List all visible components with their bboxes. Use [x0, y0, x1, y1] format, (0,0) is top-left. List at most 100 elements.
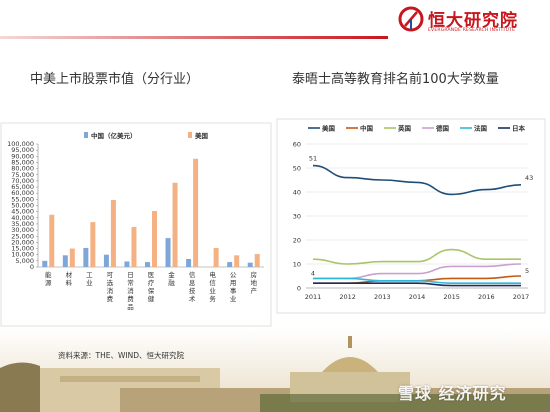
bar	[172, 182, 178, 267]
category-label: 产	[250, 286, 257, 295]
category-label: 消	[127, 286, 134, 295]
x-tick-label: 2016	[478, 293, 495, 301]
y-tick-label: 60,000	[11, 189, 34, 197]
brand-logo: 恒大研究院 EVERGRANDE RESEARCH INSTITUTE	[398, 4, 548, 40]
source-note: 资料来源：THE、WIND、恒大研究院	[58, 351, 184, 360]
x-tick-label: 2014	[409, 293, 426, 301]
legend-label: 中国（亿美元）	[91, 131, 137, 140]
category-label: 费	[127, 294, 134, 303]
legend-swatch	[84, 132, 88, 138]
chart-frame	[0, 122, 272, 327]
bar	[254, 254, 260, 267]
y-tick-label: 45,000	[11, 208, 34, 216]
category-label: 品	[127, 303, 134, 311]
category-label: 技	[189, 286, 196, 295]
legend-label: 法国	[474, 124, 488, 133]
category-label: 源	[45, 278, 52, 287]
bar	[90, 222, 96, 267]
category-label: 公	[230, 271, 237, 279]
category-label: 信	[189, 270, 196, 279]
y-tick-label: 60	[293, 141, 301, 149]
category-label: 地	[250, 278, 257, 287]
series-line	[313, 277, 521, 284]
category-label: 可	[107, 271, 114, 279]
bar	[145, 262, 150, 267]
bar	[103, 254, 109, 267]
y-tick-label: 80,000	[11, 165, 34, 173]
category-label: 材	[66, 270, 73, 279]
category-label: 疗	[148, 278, 155, 287]
university-ranking-line-chart: 0 10 20 30 40 50 60 2011 2012 2013 2014 2015 2016 201…	[276, 118, 546, 314]
bar	[234, 255, 240, 267]
y-tick-label: 40	[293, 189, 301, 197]
category-label: 业	[209, 286, 216, 295]
bar	[62, 255, 68, 267]
series-line	[312, 275, 522, 284]
category-label: 健	[148, 294, 155, 303]
category-label: 保	[148, 286, 155, 295]
y-tick-label: 75,000	[11, 171, 34, 179]
legend-label: 日本	[512, 124, 526, 133]
y-tick-label: 10	[293, 261, 301, 269]
y-tick-label: 100,000	[7, 140, 34, 148]
category-label: 电	[209, 270, 216, 279]
category-label: 事	[230, 286, 237, 295]
brand-name: 恒大研究院	[428, 11, 518, 31]
category-label: 能	[45, 270, 52, 279]
y-tick-label: 20	[293, 237, 301, 245]
x-tick-label: 2013	[374, 293, 391, 301]
data-label: 4	[311, 269, 315, 277]
left-chart-title: 中美上市股票市值（分行业）	[30, 72, 200, 87]
category-label: 料	[66, 278, 73, 287]
legend-label: 英国	[397, 124, 412, 133]
y-tick-label: 55,000	[11, 195, 34, 203]
series-line	[312, 248, 521, 265]
header-bar	[0, 36, 388, 39]
y-tick-label: 15,000	[11, 245, 34, 253]
bar	[49, 214, 55, 267]
bar	[193, 158, 199, 267]
bar	[69, 248, 75, 267]
bar	[131, 227, 137, 267]
brand-subtitle: EVERGRANDE RESEARCH INSTITUTE	[428, 28, 516, 33]
y-tick-label: 50	[293, 165, 301, 173]
bar	[152, 211, 157, 267]
series-line	[312, 164, 522, 196]
bar	[227, 262, 233, 267]
data-label: 43	[525, 174, 533, 182]
category-label: 工	[86, 271, 93, 279]
category-label: 信	[209, 278, 216, 287]
y-tick-label: 30	[293, 213, 301, 221]
evergrande-logo-icon	[398, 6, 424, 32]
data-label: 5	[525, 267, 529, 275]
legend-label: 中国	[360, 124, 374, 133]
y-tick-label: 90,000	[11, 152, 34, 160]
data-label: 51	[309, 155, 317, 163]
bar	[186, 259, 192, 267]
bar	[42, 260, 48, 267]
y-tick-label: 40,000	[11, 214, 34, 222]
y-tick-label: 50,000	[11, 202, 34, 210]
legend-label: 美国	[322, 124, 336, 133]
y-tick-label: 0	[30, 263, 34, 271]
watermark: 雪球 经济研究	[398, 384, 507, 403]
category-label: 医	[148, 271, 155, 279]
right-chart-title: 泰晤士高等教育排名前100大学数量	[292, 72, 499, 87]
category-label: 业	[230, 294, 237, 303]
chart-frame	[276, 118, 546, 314]
bar	[247, 262, 253, 267]
bar	[83, 247, 89, 267]
bar	[124, 261, 130, 267]
category-label: 术	[189, 294, 196, 303]
bar	[213, 247, 219, 267]
category-label: 日	[127, 271, 134, 279]
market-cap-bar-chart: 05,00010,00015,00020,00025,00030,00035,0…	[0, 122, 272, 327]
legend-swatch	[188, 132, 192, 138]
bar	[110, 199, 116, 267]
header: 恒大研究院 EVERGRANDE RESEARCH INSTITUTE	[0, 0, 550, 44]
category-label: 息	[189, 278, 196, 287]
y-tick-label: 95,000	[11, 146, 34, 154]
y-tick-label: 70,000	[11, 177, 34, 185]
series-line	[312, 282, 521, 287]
y-tick-label: 25,000	[11, 232, 34, 240]
